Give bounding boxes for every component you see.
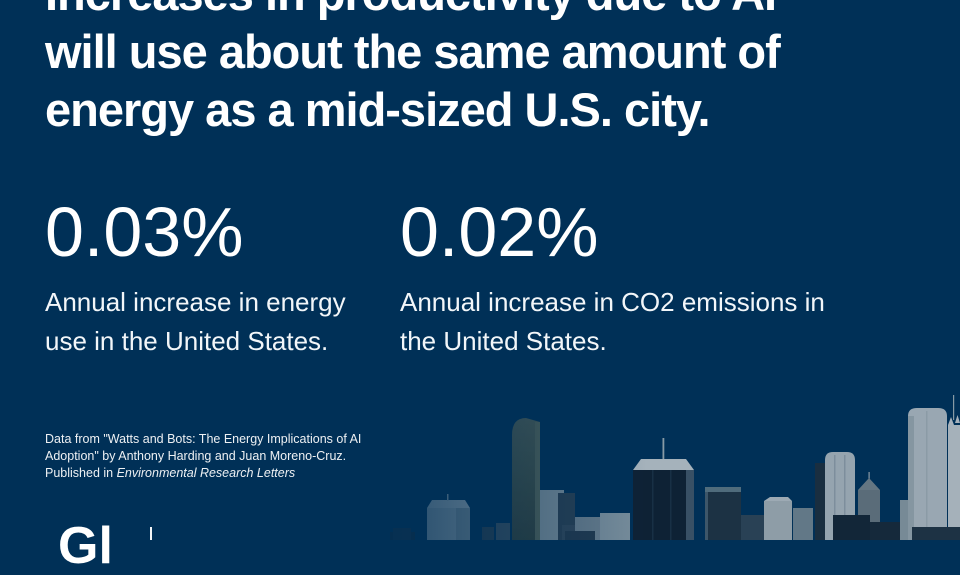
footer-divider xyxy=(150,527,152,540)
headline-line-3: energy as a mid-sized U.S. city. xyxy=(45,83,711,136)
stat-energy-value: 0.03% xyxy=(45,193,244,271)
attribution-published-prefix: Published in xyxy=(45,466,117,480)
partial-logo: Gl xyxy=(58,517,113,575)
journal-name: Environmental Research Letters xyxy=(116,466,296,480)
city-skyline-illustration xyxy=(390,375,960,540)
attribution-line-1: Data from "Watts and Bots: The Energy Im… xyxy=(45,432,362,446)
headline-line-1: Increases in productivity due to AI xyxy=(45,0,925,23)
attribution-line-2: Adoption" by Anthony Harding and Juan Mo… xyxy=(45,449,347,463)
attribution-line-3: Published in Environmental Research Lett… xyxy=(45,465,385,482)
stat-co2: 0.02% Annual increase in CO2 emissions i… xyxy=(400,195,850,361)
stat-energy: 0.03% Annual increase in energy use in t… xyxy=(45,195,385,361)
stat-co2-label: Annual increase in CO2 emissions in the … xyxy=(400,287,825,356)
source-attribution: Data from "Watts and Bots: The Energy Im… xyxy=(45,431,385,482)
stat-energy-label: Annual increase in energy use in the Uni… xyxy=(45,287,346,356)
headline: Increases in productivity due to AI will… xyxy=(45,0,925,139)
stat-co2-value: 0.02% xyxy=(400,193,599,271)
headline-line-2: will use about the same amount of xyxy=(45,25,781,78)
